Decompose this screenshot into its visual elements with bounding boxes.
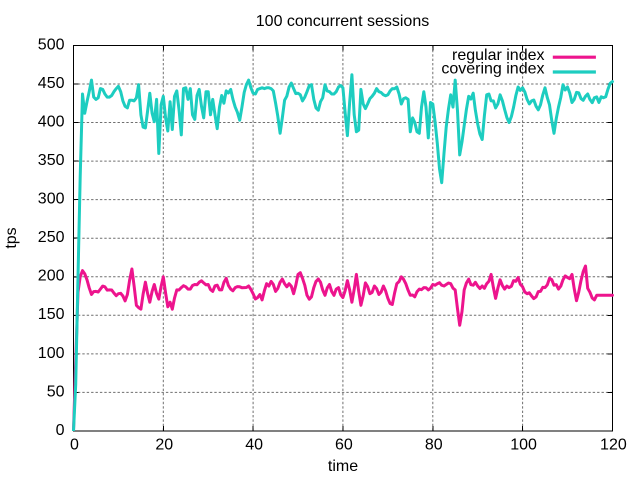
svg-text:100 concurrent sessions: 100 concurrent sessions	[256, 13, 429, 30]
svg-text:60: 60	[335, 437, 353, 454]
svg-text:20: 20	[155, 437, 173, 454]
svg-text:covering index: covering index	[441, 60, 544, 77]
svg-text:50: 50	[47, 383, 65, 400]
svg-text:500: 500	[38, 36, 65, 53]
svg-text:120: 120	[600, 437, 627, 454]
svg-text:regular index: regular index	[452, 47, 545, 64]
svg-text:40: 40	[245, 437, 263, 454]
svg-text:250: 250	[38, 229, 65, 246]
svg-text:time: time	[328, 458, 358, 475]
svg-text:300: 300	[38, 191, 65, 208]
svg-text:350: 350	[38, 152, 65, 169]
svg-text:400: 400	[38, 113, 65, 130]
svg-text:200: 200	[38, 268, 65, 285]
svg-text:450: 450	[38, 75, 65, 92]
svg-text:100: 100	[510, 437, 537, 454]
svg-text:80: 80	[425, 437, 443, 454]
svg-text:tps: tps	[3, 227, 20, 248]
svg-text:100: 100	[38, 345, 65, 362]
svg-text:0: 0	[56, 422, 65, 439]
svg-text:0: 0	[70, 437, 79, 454]
svg-text:150: 150	[38, 306, 65, 323]
